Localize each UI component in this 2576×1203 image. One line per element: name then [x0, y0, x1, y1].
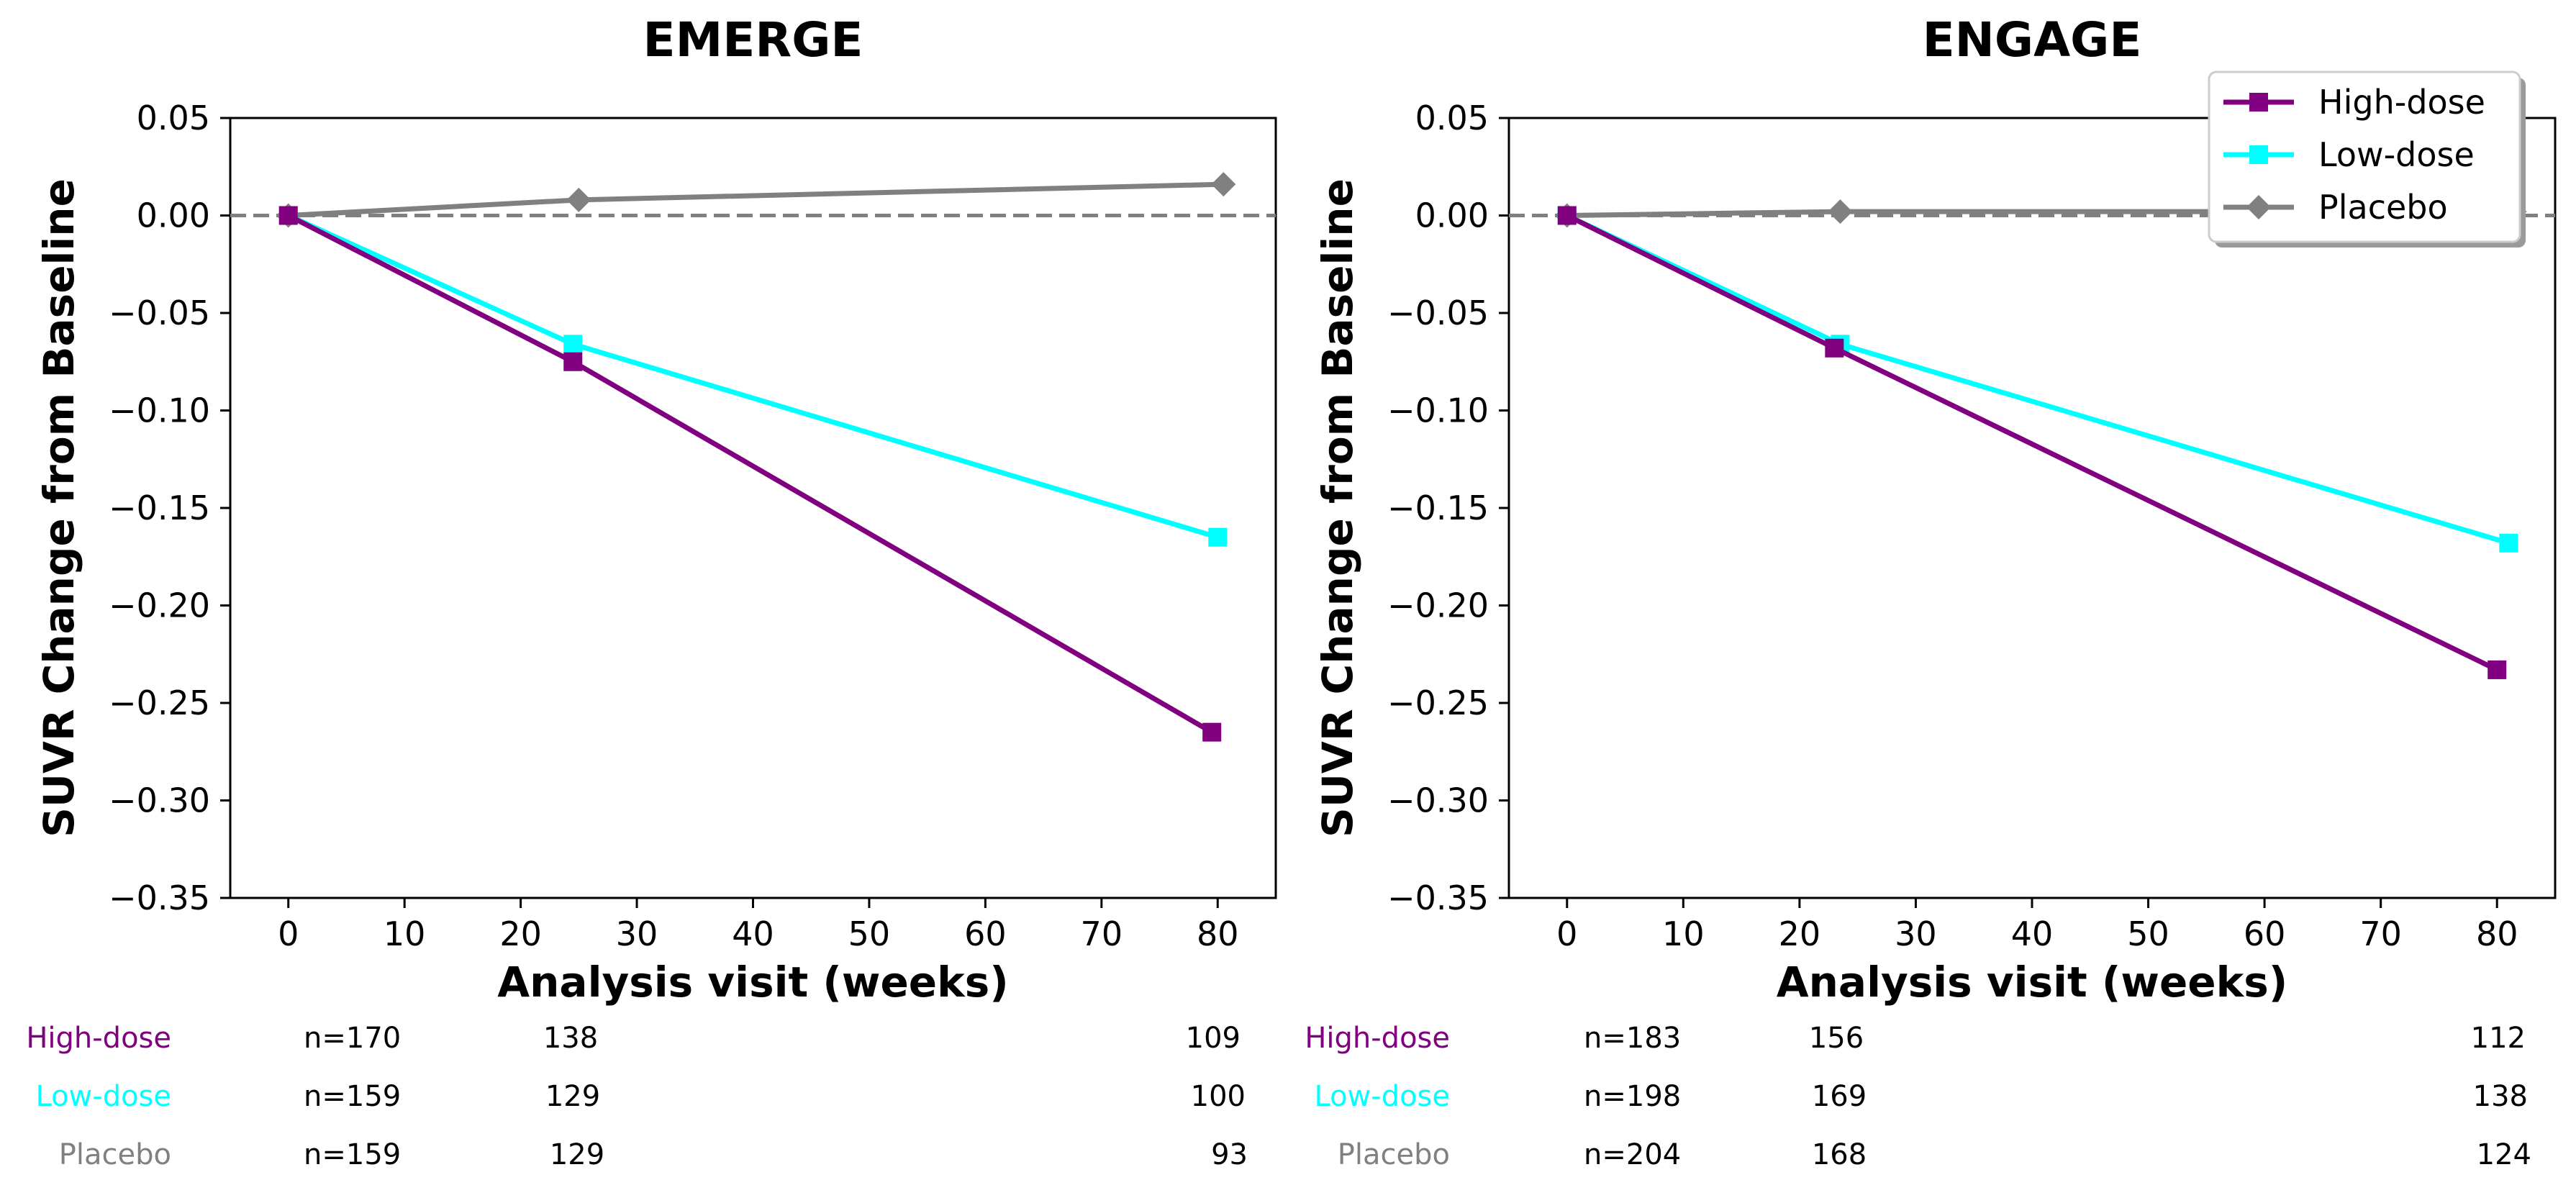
y-tick-label: 0.00 — [1415, 196, 1489, 235]
x-tick-label: 10 — [384, 914, 426, 953]
risk-table-count: n=159 — [304, 1080, 401, 1113]
data-point-high-dose — [563, 352, 583, 371]
x-tick-label: 20 — [499, 914, 542, 953]
panels: EMERGE 0.05 0.00 −0.05 −0.10 −0.15 −0.20 −0.25 −… — [26, 12, 2557, 1171]
x-tick-label: 80 — [1197, 914, 1239, 953]
y-tick-label: −0.35 — [109, 879, 210, 917]
data-point-placebo — [1211, 172, 1236, 197]
x-tick-label: 70 — [2359, 914, 2402, 953]
risk-table-label-low-dose: Low-dose — [1314, 1080, 1450, 1113]
chart-title: EMERGE — [643, 12, 863, 68]
legend-label-placebo: Placebo — [2318, 188, 2448, 227]
x-tick-label: 70 — [1081, 914, 1123, 953]
x-tick-label: 50 — [848, 914, 891, 953]
risk-table-count: n=159 — [304, 1138, 401, 1171]
y-tick-label: −0.20 — [1387, 586, 1489, 625]
y-tick-label: −0.15 — [1387, 489, 1489, 527]
legend-box — [2208, 71, 2521, 243]
risk-table-count: 138 — [2473, 1080, 2528, 1113]
data-point-placebo — [1828, 199, 1853, 224]
risk-table-count: 129 — [550, 1138, 604, 1171]
risk-table-label-high-dose: High-dose — [1305, 1022, 1450, 1055]
chart-panel-engage: ENGAGE 0.05 0.00 −0.05 −0.10 −0.15 −0.20 −0.25 −… — [1305, 12, 2557, 1171]
data-point-high-dose — [278, 206, 298, 225]
chart-panel-emerge: EMERGE 0.05 0.00 −0.05 −0.10 −0.15 −0.20 −0.25 −… — [26, 12, 1277, 1171]
risk-table-count: 112 — [2471, 1022, 2526, 1055]
y-tick-label: −0.10 — [1387, 391, 1489, 430]
risk-table-count: 138 — [543, 1022, 598, 1055]
data-point-high-dose — [1557, 206, 1577, 225]
data-point-high-dose — [1825, 338, 1844, 358]
data-point-high-dose — [1202, 722, 1222, 742]
risk-table-count: 156 — [1809, 1022, 1864, 1055]
risk-table-count: n=204 — [1584, 1138, 1681, 1171]
y-axis-label: SUVR Change from Baseline — [1313, 178, 1362, 837]
data-point-low-dose — [563, 335, 583, 354]
y-tick-label: −0.20 — [109, 586, 210, 625]
x-tick-label: 40 — [2011, 914, 2054, 953]
chart-title: ENGAGE — [1923, 12, 2142, 68]
risk-table-count: n=183 — [1584, 1022, 1681, 1055]
y-axis-label: SUVR Change from Baseline — [35, 178, 83, 837]
risk-table-label-placebo: Placebo — [1338, 1138, 1450, 1171]
risk-table-count: n=170 — [304, 1022, 401, 1055]
risk-table-label-low-dose: Low-dose — [35, 1080, 171, 1113]
data-point-low-dose — [1208, 527, 1228, 547]
legend-marker-high-dose — [2249, 93, 2268, 112]
x-axis-label: Analysis visit (weeks) — [1777, 958, 2288, 1007]
y-tick-label: −0.30 — [109, 781, 210, 820]
x-axis-label: Analysis visit (weeks) — [497, 958, 1009, 1007]
risk-table-count: 169 — [1812, 1080, 1867, 1113]
x-tick-label: 80 — [2476, 914, 2518, 953]
x-tick-label: 30 — [616, 914, 658, 953]
legend-label-high-dose: High-dose — [2318, 83, 2485, 122]
risk-table-count: 109 — [1186, 1022, 1241, 1055]
y-tick-label: 0.00 — [137, 196, 210, 235]
legend-marker-placebo — [2246, 195, 2271, 219]
y-tick-label: 0.05 — [137, 99, 210, 137]
risk-table-count: 124 — [2477, 1138, 2531, 1171]
risk-table-count: 129 — [545, 1080, 600, 1113]
x-tick-label: 60 — [2244, 914, 2286, 953]
legend-marker-low-dose — [2249, 145, 2268, 164]
x-tick-label: 50 — [2127, 914, 2169, 953]
y-tick-label: −0.25 — [109, 684, 210, 722]
x-tick-label: 30 — [1895, 914, 1937, 953]
y-tick-label: 0.05 — [1415, 99, 1489, 137]
y-tick-label: −0.15 — [109, 489, 210, 527]
y-tick-label: −0.35 — [1387, 879, 1489, 917]
risk-table-label-placebo: Placebo — [59, 1138, 171, 1171]
legend-label-low-dose: Low-dose — [2318, 135, 2475, 174]
risk-table-count: 100 — [1191, 1080, 1246, 1113]
x-tick-label: 0 — [1556, 914, 1577, 953]
y-tick-label: −0.10 — [109, 391, 210, 430]
y-tick-label: −0.05 — [1387, 294, 1489, 332]
x-tick-label: 20 — [1779, 914, 1821, 953]
risk-table-count: n=198 — [1584, 1080, 1681, 1113]
x-tick-label: 10 — [1662, 914, 1705, 953]
risk-table-count: 168 — [1812, 1138, 1867, 1171]
y-tick-label: −0.05 — [109, 294, 210, 332]
x-tick-label: 0 — [278, 914, 299, 953]
y-tick-label: −0.25 — [1387, 684, 1489, 722]
y-tick-label: −0.30 — [1387, 781, 1489, 820]
data-point-high-dose — [2487, 660, 2507, 679]
data-point-placebo — [566, 187, 591, 212]
data-point-low-dose — [2499, 533, 2518, 553]
x-tick-label: 40 — [732, 914, 774, 953]
risk-table-count: 93 — [1211, 1138, 1248, 1171]
risk-table-label-high-dose: High-dose — [26, 1022, 171, 1055]
x-tick-label: 60 — [964, 914, 1007, 953]
